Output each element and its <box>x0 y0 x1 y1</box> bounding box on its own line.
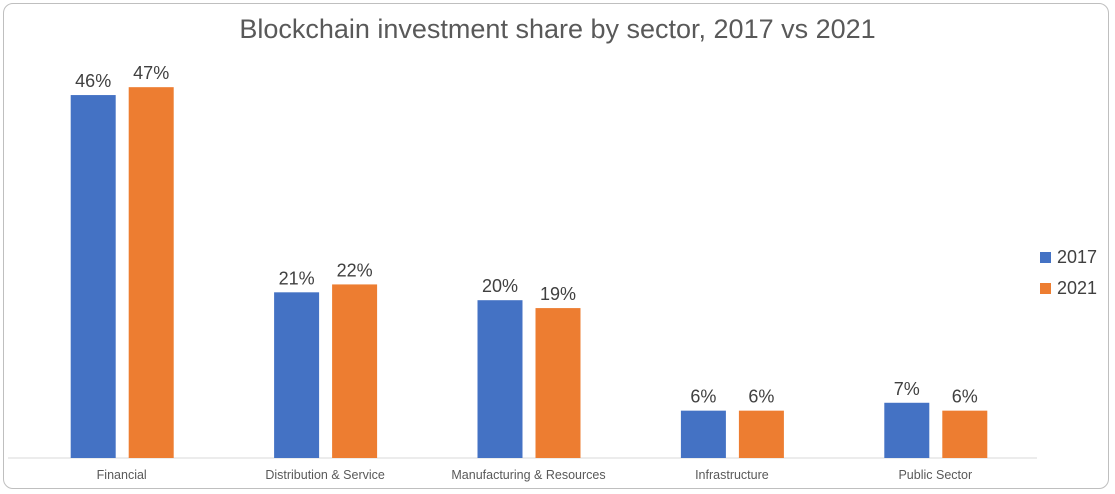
x-tick-label: Financial <box>97 468 147 482</box>
data-label: 7% <box>894 379 920 399</box>
x-tick-label: Public Sector <box>898 468 972 482</box>
data-label: 19% <box>540 284 576 304</box>
data-label: 47% <box>133 63 169 83</box>
bar-2017-1 <box>274 292 320 458</box>
legend-label: 2017 <box>1057 247 1098 267</box>
data-label: 6% <box>690 387 716 407</box>
data-label: 46% <box>75 71 111 91</box>
data-label: 21% <box>279 268 315 288</box>
chart-frame <box>3 3 1109 489</box>
data-label: 22% <box>337 260 373 280</box>
legend-swatch <box>1040 283 1051 294</box>
data-label: 6% <box>748 387 774 407</box>
bar-2021-3 <box>738 410 784 458</box>
chart-title: Blockchain investment share by sector, 2… <box>239 14 876 44</box>
bar-2017-0 <box>70 95 116 458</box>
legend: 2017 2021 <box>1040 242 1097 304</box>
bar-2021-2 <box>535 308 581 458</box>
bar-2021-1 <box>332 284 378 458</box>
bar-2021-4 <box>942 410 988 458</box>
bar-2017-4 <box>884 402 930 458</box>
data-label: 6% <box>952 387 978 407</box>
bar-2021-0 <box>128 87 174 459</box>
bar-2017-2 <box>477 300 523 458</box>
x-tick-label: Infrastructure <box>695 468 769 482</box>
x-tick-label: Manufacturing & Resources <box>451 468 605 482</box>
data-label: 20% <box>482 276 518 296</box>
legend-swatch <box>1040 252 1051 263</box>
bar-2017-3 <box>680 410 726 458</box>
legend-item-2021: 2021 <box>1040 273 1097 304</box>
legend-label: 2021 <box>1057 278 1098 298</box>
x-tick-label: Distribution & Service <box>265 468 385 482</box>
legend-item-2017: 2017 <box>1040 242 1097 273</box>
